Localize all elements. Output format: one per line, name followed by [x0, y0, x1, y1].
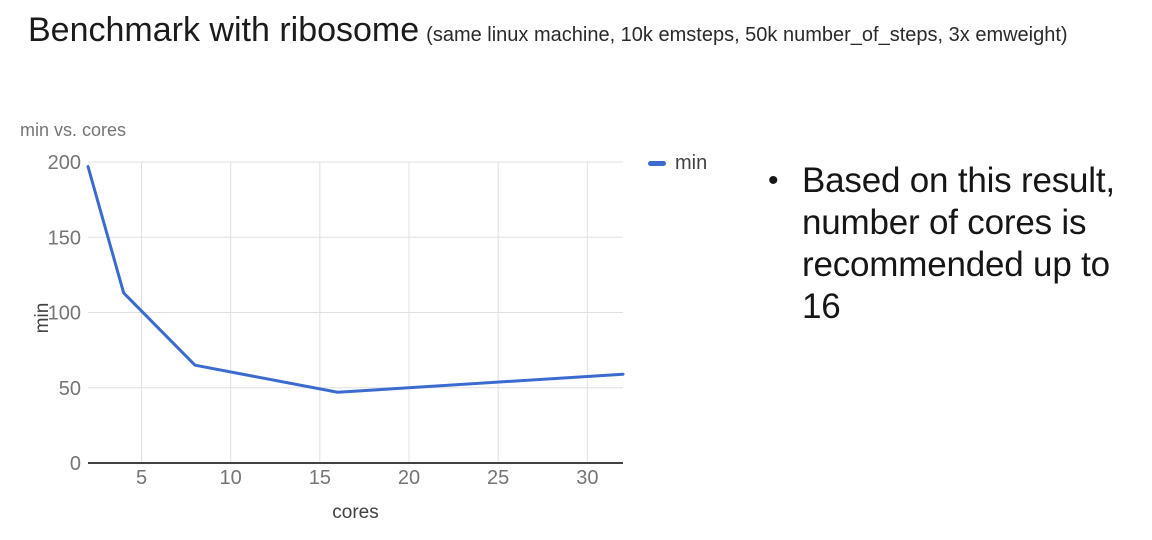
svg-text:25: 25: [487, 467, 509, 489]
bullet-icon: •: [768, 164, 779, 197]
y-axis-title: min: [32, 302, 53, 334]
svg-text:200: 200: [48, 152, 81, 174]
svg-text:30: 30: [576, 467, 598, 489]
note-text: Based on this result, number of cores is…: [802, 160, 1115, 328]
note-line: number of cores is: [802, 203, 1087, 242]
svg-text:15: 15: [309, 467, 331, 489]
note-line: recommended up to: [802, 245, 1110, 284]
note-line: 16: [802, 287, 841, 326]
svg-text:5: 5: [136, 467, 147, 489]
line-chart: 0 50 100 150 200 5 10 15 20 25 30: [48, 152, 625, 489]
x-axis-title: cores: [332, 502, 379, 523]
slide-subtitle: (same linux machine, 10k emsteps, 50k nu…: [426, 24, 1068, 46]
slide-title: Benchmark with ribosome: [28, 11, 420, 49]
line-chart-block: min vs. cores 0 50 100 150 200 5 10 15 20 25 30 mi…: [10, 112, 710, 532]
slide-header: Benchmark with ribosome (same linux machi…: [28, 8, 1068, 59]
legend-series-label: min: [675, 152, 708, 174]
legend-series-swatch: [648, 161, 666, 166]
svg-text:150: 150: [48, 227, 81, 249]
svg-text:50: 50: [59, 378, 81, 400]
svg-text:0: 0: [70, 453, 81, 475]
svg-text:100: 100: [48, 303, 81, 325]
note-line: Based on this result,: [802, 161, 1115, 200]
svg-text:20: 20: [398, 467, 420, 489]
notes-block: • Based on this result, number of cores …: [768, 160, 1152, 328]
chart-legend: min: [648, 152, 707, 175]
svg-text:10: 10: [220, 467, 242, 489]
chart-title: min vs. cores: [20, 120, 127, 140]
